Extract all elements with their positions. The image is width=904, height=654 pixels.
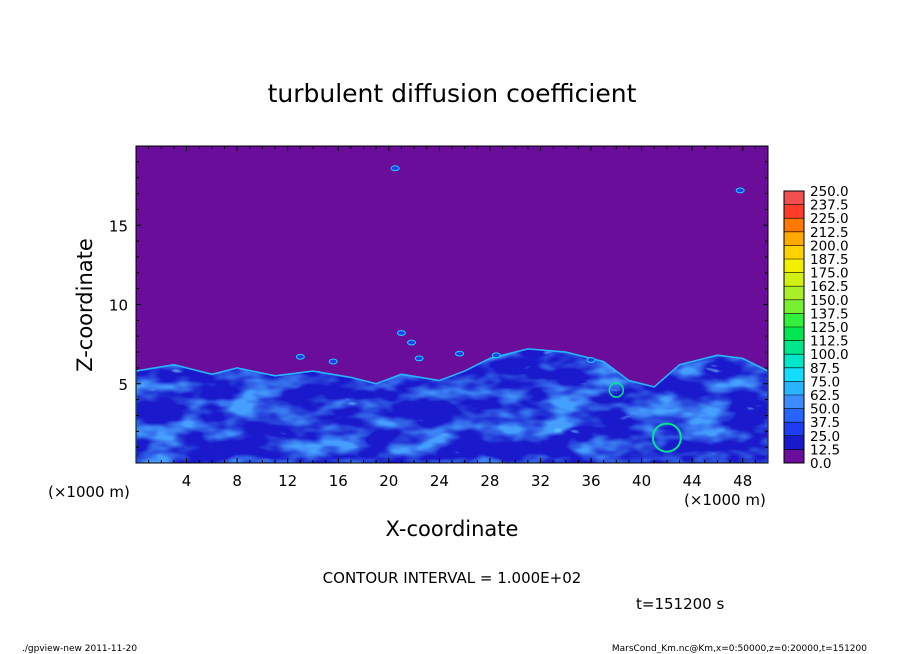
- colorbar-label: 100.0: [810, 347, 849, 363]
- eddy-blob: [735, 187, 745, 194]
- colorbar-segment: [784, 435, 804, 450]
- colorbar-segment: [784, 367, 804, 382]
- turbulent-layer: [136, 348, 768, 463]
- x-axis-label: X-coordinate: [386, 517, 519, 541]
- colorbar-label: 0.0: [810, 456, 831, 472]
- colorbar-segment: [784, 245, 804, 260]
- colorbar-segment: [784, 313, 804, 328]
- footer-left: ./gpview-new 2011-11-20: [22, 644, 137, 654]
- eddy-ring: [608, 382, 625, 398]
- colorbar-label: 137.5: [810, 306, 849, 322]
- colorbar-segment: [784, 354, 804, 369]
- colorbar-label: 62.5: [810, 388, 840, 404]
- eddy-ring: [651, 422, 682, 453]
- colorbar-label: 250.0: [810, 184, 849, 200]
- eddy-blob: [586, 357, 596, 363]
- colorbar-segment: [784, 395, 804, 410]
- colorbar-label: 87.5: [810, 361, 840, 377]
- colorbar-label: 175.0: [810, 266, 849, 282]
- colorbar-label: 125.0: [810, 320, 849, 336]
- eddy-blob: [396, 330, 406, 336]
- colorbar-label: 37.5: [810, 415, 840, 431]
- colorbar-segment: [784, 272, 804, 287]
- y-tick-label: 5: [118, 376, 128, 394]
- x-tick-label: 16: [329, 472, 348, 490]
- colorbar-label: 237.5: [810, 198, 849, 214]
- colorbar-label: 200.0: [810, 238, 849, 254]
- eddy-blobs: [295, 165, 745, 453]
- turbulent-layer-streaks: [136, 348, 768, 463]
- eddy-blob: [328, 358, 338, 365]
- colorbar-segment: [784, 449, 804, 464]
- colorbar-label: 212.5: [810, 225, 849, 241]
- x-tick-label: 28: [480, 472, 499, 490]
- x-unit-note-right: (×1000 m): [684, 491, 766, 509]
- colorbar-label: 225.0: [810, 211, 849, 227]
- colorbar: 0.012.525.037.550.062.575.087.5100.0112.…: [783, 184, 849, 472]
- x-axis: 4 8 12 16 20 24 28 32 36 40 44 48: [148, 146, 756, 490]
- colorbar-segment: [784, 381, 804, 396]
- x-tick-label: 44: [683, 472, 702, 490]
- plot-area: [136, 146, 768, 463]
- chart-title: turbulent diffusion coefficient: [268, 79, 637, 108]
- colorbar-label: 50.0: [810, 402, 840, 418]
- eddy-blob: [491, 352, 501, 359]
- eddy-blob: [407, 339, 417, 346]
- colorbar-label: 25.0: [810, 429, 840, 445]
- colorbar-label: 12.5: [810, 442, 840, 458]
- eddy-blob: [390, 165, 400, 172]
- time-label: t=151200 s: [636, 595, 724, 613]
- turbulent-layer-edge: [136, 348, 768, 463]
- colorbar-label: 162.5: [810, 279, 849, 295]
- colorbar-segment: [784, 422, 804, 437]
- colorbar-segment: [784, 340, 804, 355]
- x-unit-note-left: (×1000 m): [48, 483, 130, 501]
- colorbar-label: 150.0: [810, 293, 849, 309]
- colorbar-segment: [784, 191, 804, 206]
- colorbar-label: 75.0: [810, 374, 840, 390]
- x-tick-label: 4: [182, 472, 192, 490]
- colorbar-segment: [784, 218, 804, 233]
- eddy-blob: [414, 355, 424, 362]
- x-tick-label: 20: [379, 472, 398, 490]
- x-tick-label: 36: [581, 472, 600, 490]
- colorbar-label: 187.5: [810, 252, 849, 268]
- y-tick-label: 10: [109, 297, 128, 315]
- colorbar-segment: [784, 259, 804, 274]
- y-axis: 5 10 15: [109, 161, 768, 448]
- x-tick-label: 40: [632, 472, 651, 490]
- y-axis-label: Z-coordinate: [73, 238, 97, 372]
- colorbar-segment: [784, 327, 804, 342]
- eddy-blob: [295, 353, 305, 360]
- y-tick-label: 15: [109, 217, 128, 235]
- x-tick-label: 48: [733, 472, 752, 490]
- colorbar-label: 112.5: [810, 334, 849, 350]
- colorbar-segment: [784, 408, 804, 423]
- x-tick-label: 12: [278, 472, 297, 490]
- contour-interval: CONTOUR INTERVAL = 1.000E+02: [323, 569, 582, 587]
- footer-right: MarsCond_Km.nc@Km,x=0:50000,z=0:20000,t=…: [612, 644, 867, 654]
- x-tick-label: 24: [430, 472, 449, 490]
- colorbar-segment: [784, 286, 804, 301]
- x-tick-label: 8: [232, 472, 242, 490]
- eddy-blob: [455, 350, 465, 357]
- colorbar-segment: [784, 204, 804, 219]
- colorbar-segment: [784, 299, 804, 314]
- x-tick-label: 32: [531, 472, 550, 490]
- colorbar-segment: [784, 231, 804, 246]
